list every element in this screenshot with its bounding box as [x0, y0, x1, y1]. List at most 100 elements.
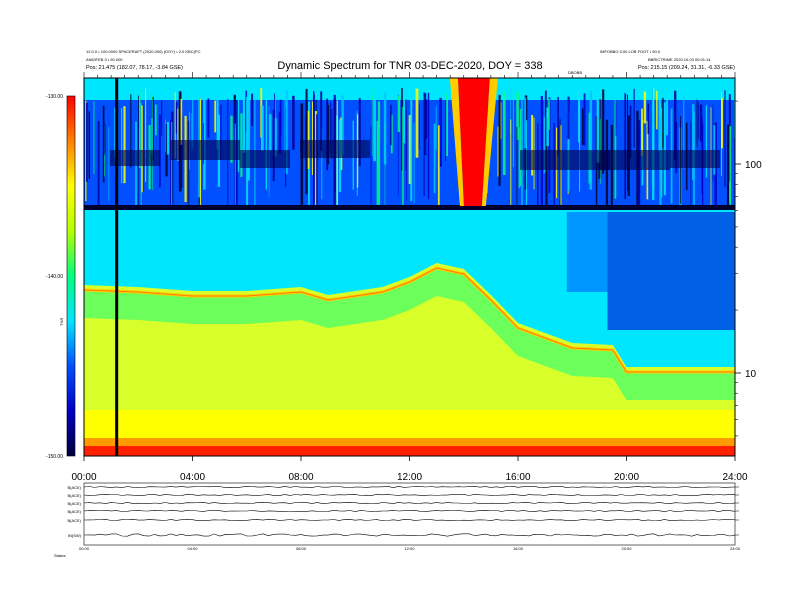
burst-streak: [433, 123, 436, 194]
burst-streak: [402, 106, 404, 206]
x-tick-label: 16:00: [505, 472, 530, 483]
burst-streak: [502, 91, 506, 175]
panel-x-tick-label: 04:00: [187, 546, 198, 551]
info-right-line-1: IMFOBBO 3.00 LOB FOOT • 90.0: [600, 49, 661, 54]
burst-streak: [166, 122, 169, 155]
burst-streak: [230, 115, 233, 163]
burst-streak: [531, 115, 534, 176]
burst-streak: [544, 90, 547, 144]
upper-band-cyan: [84, 78, 735, 100]
burst-streak: [512, 88, 514, 168]
info-right-line-2: BBRICTRIME 2020.10.03 00:01:14: [648, 57, 711, 62]
burst-streak: [413, 123, 415, 204]
colorbar-tick-label: -130.00: [46, 94, 63, 100]
burst-streak: [85, 100, 87, 201]
panel-row-label: IN(SW): [68, 533, 82, 538]
burst-streak: [415, 88, 419, 158]
x-tick-label: 12:00: [397, 472, 422, 483]
burst-streak: [663, 102, 666, 196]
x-tick-label: 00:00: [71, 472, 96, 483]
dark-burst: [110, 150, 160, 166]
burst-streak: [439, 97, 442, 167]
burst-streak: [237, 94, 240, 172]
burst-streak: [145, 88, 147, 182]
burst-streak: [543, 117, 546, 174]
burst-streak: [696, 99, 698, 148]
burst-streak: [192, 94, 194, 149]
burst-streak: [321, 127, 323, 200]
burst-streak: [274, 92, 276, 138]
burst-streak: [427, 92, 430, 200]
burst-streak: [624, 93, 627, 200]
top-tick-marks: [83, 72, 736, 78]
burst-streak: [651, 88, 654, 190]
chart-title: Dynamic Spectrum for TNR 03-DEC-2020, DO…: [277, 60, 542, 72]
burst-streak: [320, 91, 323, 151]
colorbar-tick-label: -150.00: [46, 454, 63, 460]
burst-streak: [376, 120, 379, 206]
colorbar-tick-label: -140.00: [46, 274, 63, 280]
burst-streak: [373, 95, 376, 162]
burst-streak: [423, 92, 425, 197]
burst-streak: [724, 90, 726, 188]
burst-streak: [497, 126, 499, 177]
burst-streak: [377, 101, 381, 206]
panel-row-label: B(ACE): [67, 509, 81, 514]
burst-streak: [602, 89, 605, 174]
burst-streak: [589, 91, 593, 190]
burst-streak: [161, 100, 163, 136]
burst-streak: [312, 101, 313, 175]
panel-footer-label: Status:: [54, 553, 66, 558]
burst-streak: [165, 119, 166, 152]
burst-streak: [390, 115, 393, 154]
burst-streak: [285, 90, 288, 175]
dark-boundary-band: [84, 205, 735, 210]
burst-streak: [108, 127, 110, 202]
burst-streak: [130, 94, 132, 168]
burst-streak: [498, 94, 501, 186]
burst-streak: [579, 101, 581, 192]
burst-streak: [326, 98, 329, 171]
burst-streak: [220, 104, 222, 160]
burst-streak: [97, 121, 100, 206]
dark-burst: [670, 150, 720, 168]
burst-streak: [141, 105, 143, 193]
lower-yellow-band: [84, 410, 735, 440]
burst-streak: [729, 126, 731, 206]
lower-orange-band: [84, 438, 735, 446]
burst-streak: [627, 94, 628, 192]
x-tick-label: 20:00: [614, 472, 639, 483]
panel-x-tick-label: 16:00: [513, 546, 524, 551]
burst-streak: [524, 97, 527, 149]
burst-streak: [721, 91, 722, 176]
burst-streak: [307, 110, 310, 169]
burst-streak: [614, 99, 617, 199]
panel-row-label: B(ACE): [67, 518, 81, 523]
burst-streak: [405, 99, 407, 171]
panel-x-tick-label: 08:00: [296, 546, 307, 551]
burst-streak: [424, 93, 427, 156]
burst-streak: [240, 113, 243, 177]
burst-streak: [86, 102, 88, 182]
burst-streak: [418, 103, 420, 150]
burst-streak: [330, 102, 332, 154]
data-gap-line: [115, 78, 119, 456]
burst-streak: [445, 100, 446, 162]
burst-streak: [712, 125, 716, 175]
dark-burst: [170, 140, 240, 160]
burst-streak: [274, 118, 277, 157]
burst-streak: [331, 108, 333, 160]
colorbar: -130.00 -140.00 -150.00 TNR: [46, 94, 76, 460]
burst-streak: [516, 91, 519, 140]
burst-streak: [615, 100, 617, 136]
burst-streak: [633, 88, 635, 148]
burst-streak: [446, 93, 448, 157]
panel-frame: [83, 482, 736, 546]
panel-trace: [83, 493, 736, 497]
burst-streak: [123, 106, 126, 184]
burst-streak: [598, 99, 601, 179]
burst-streak: [397, 94, 399, 196]
burst-streak: [152, 94, 153, 191]
burst-streak: [251, 93, 254, 126]
burst-streak: [358, 98, 361, 166]
